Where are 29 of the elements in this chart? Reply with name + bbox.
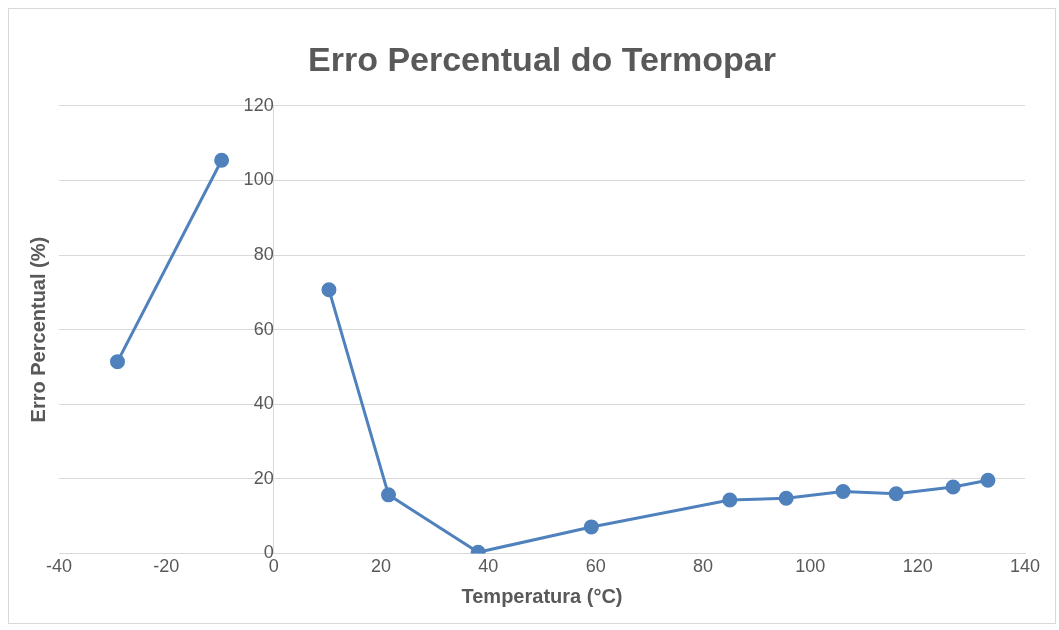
x-tick-label: 40 [478,556,499,577]
point [945,479,961,495]
x-tick-label: 140 [1009,556,1041,577]
point [778,490,794,506]
x-tick-label: -40 [45,556,73,577]
x-axis-title: Temperatura (°C) [461,584,623,607]
x-tick-label: 60 [585,556,606,577]
point [722,492,738,508]
point [583,519,599,535]
y-tick-label: 20 [253,467,274,488]
point [321,282,337,298]
y-tick-label: 40 [253,393,274,414]
point [980,472,996,488]
chart-title: Erro Percentual do Termopar [308,39,776,78]
x-tick-label: 20 [370,556,392,577]
point [214,152,230,168]
y-tick-label: 120 [243,94,274,115]
y-tick-label: 100 [243,169,274,190]
x-tick-label: 120 [902,556,933,577]
y-tick-label: 80 [253,243,274,264]
point [381,487,397,503]
point [110,354,125,370]
point [888,486,904,502]
x-tick-label: -20 [153,556,180,577]
y-tick-label: 60 [253,318,274,339]
y-axis-title: Erro Percentual (%) [26,236,49,423]
point [835,483,851,499]
x-tick-label: 100 [795,556,826,577]
x-tick-label: 80 [692,556,714,577]
